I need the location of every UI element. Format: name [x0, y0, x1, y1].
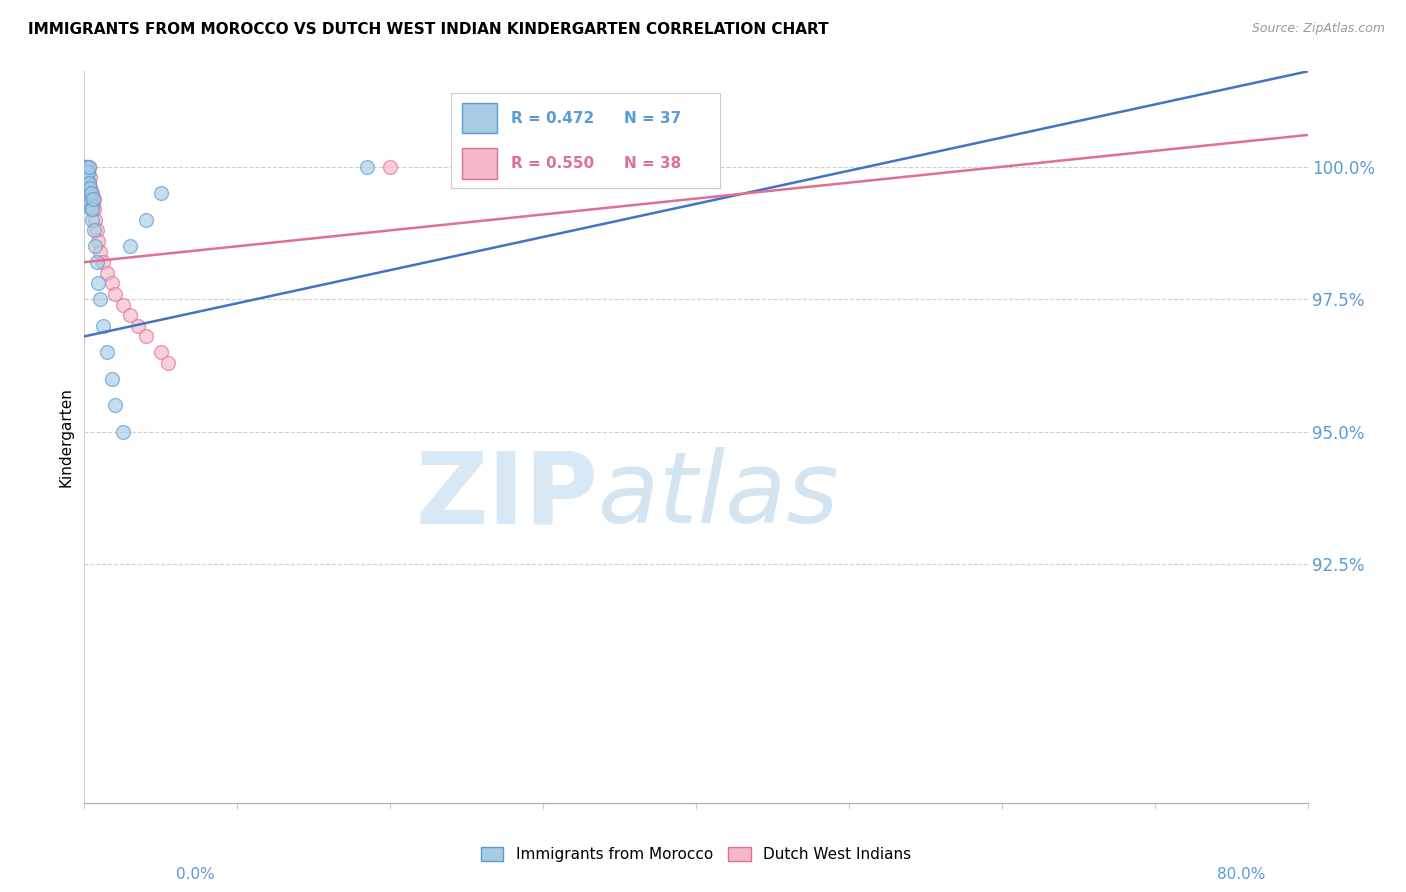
Point: [79, 181, 101, 195]
Point: [76, 176, 98, 190]
Text: ZIP: ZIP: [415, 447, 598, 544]
Point: [89, 293, 111, 307]
Text: Source: ZipAtlas.com: Source: ZipAtlas.com: [1251, 22, 1385, 36]
Point: [157, 356, 180, 370]
Point: [80, 192, 103, 206]
Point: [356, 160, 378, 174]
Point: [86, 255, 108, 269]
Point: [80, 186, 103, 201]
Text: 80.0%: 80.0%: [1218, 867, 1265, 882]
Point: [76, 165, 98, 179]
Point: [77, 165, 100, 179]
Y-axis label: Kindergarten: Kindergarten: [58, 387, 73, 487]
Point: [79, 181, 101, 195]
Point: [149, 345, 172, 359]
Point: [75, 160, 97, 174]
Point: [91, 318, 114, 333]
Text: atlas: atlas: [598, 447, 839, 544]
Point: [76, 165, 98, 179]
Point: [82, 192, 104, 206]
Point: [120, 239, 142, 253]
Point: [91, 255, 114, 269]
Point: [87, 277, 110, 291]
Point: [80, 186, 103, 201]
Point: [96, 266, 118, 280]
Point: [75, 160, 97, 174]
Point: [120, 308, 142, 322]
Point: [111, 425, 134, 439]
Point: [380, 160, 402, 174]
Point: [80, 212, 103, 227]
Point: [82, 197, 104, 211]
Point: [76, 160, 98, 174]
Point: [135, 212, 157, 227]
Point: [79, 170, 101, 185]
Text: 0.0%: 0.0%: [176, 867, 215, 882]
Point: [77, 186, 100, 201]
Point: [86, 223, 108, 237]
Point: [79, 192, 101, 206]
Point: [111, 297, 134, 311]
Point: [77, 165, 100, 179]
Text: IMMIGRANTS FROM MOROCCO VS DUTCH WEST INDIAN KINDERGARTEN CORRELATION CHART: IMMIGRANTS FROM MOROCCO VS DUTCH WEST IN…: [28, 22, 828, 37]
Point: [75, 170, 97, 185]
Point: [80, 202, 103, 216]
Point: [75, 160, 97, 174]
Point: [77, 160, 100, 174]
Point: [77, 176, 100, 190]
Point: [76, 181, 98, 195]
Point: [87, 234, 110, 248]
Point: [84, 239, 107, 253]
Point: [79, 197, 101, 211]
Point: [76, 170, 98, 185]
Point: [83, 202, 105, 216]
Point: [79, 186, 101, 201]
Point: [149, 186, 172, 201]
Point: [82, 202, 104, 216]
Point: [84, 212, 107, 227]
Point: [75, 165, 97, 179]
Point: [96, 345, 118, 359]
Point: [101, 372, 124, 386]
Point: [101, 277, 124, 291]
Point: [77, 160, 100, 174]
Point: [135, 329, 157, 343]
Point: [75, 160, 97, 174]
Point: [104, 287, 127, 301]
Point: [76, 176, 98, 190]
Legend: Immigrants from Morocco, Dutch West Indians: Immigrants from Morocco, Dutch West Indi…: [474, 841, 918, 868]
Point: [77, 181, 100, 195]
Point: [77, 176, 100, 190]
Point: [127, 318, 149, 333]
Point: [83, 192, 105, 206]
Point: [75, 170, 97, 185]
Point: [104, 398, 127, 412]
Point: [76, 170, 98, 185]
Point: [89, 244, 111, 259]
Point: [83, 223, 105, 237]
Point: [75, 165, 97, 179]
